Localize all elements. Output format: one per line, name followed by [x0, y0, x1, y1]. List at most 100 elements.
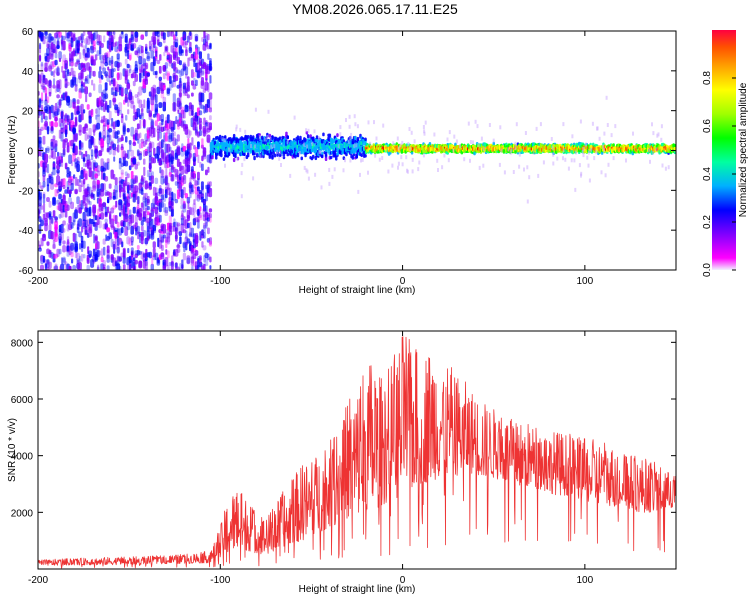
spectrogram-cell: [107, 104, 110, 113]
spectrogram-cell: [62, 54, 66, 62]
spectrogram-cell: [119, 265, 122, 270]
spectrogram-cell: [130, 214, 135, 224]
spectrogram-cell: [44, 162, 48, 168]
spectrogram-cell: [85, 94, 88, 103]
spectrogram-cell: [66, 142, 70, 147]
spectrogram-cell: [50, 217, 54, 225]
spectrogram-cell: [106, 161, 110, 170]
spectrogram-cell: [106, 245, 110, 254]
spectrogram-cell: [107, 206, 110, 214]
spectrogram-cell: [50, 104, 54, 114]
spectrogram-cell: [101, 74, 104, 80]
spectrogram-cell: [105, 100, 108, 110]
spectrogram-cell: [40, 32, 44, 39]
spectrogram-cell: [64, 78, 68, 89]
spectrogram-cell: [54, 265, 58, 270]
spectrogram-cell: [86, 74, 90, 84]
spectrogram-cell: [175, 233, 178, 242]
spectrogram-cell: [188, 47, 193, 54]
spectrogram-cell: [54, 117, 58, 122]
spectrogram-cell: [329, 155, 333, 160]
spectrogram-cell: [92, 59, 96, 66]
spectrogram-cell: [64, 138, 68, 143]
spectrogram-cell: [90, 149, 94, 157]
spectrogram-cell: [70, 112, 74, 121]
spectrogram-cell: [124, 58, 128, 65]
spectrogram-cell: [38, 140, 42, 149]
spectrogram-cell: [103, 115, 106, 123]
spectrogram-cell: [49, 218, 52, 225]
spectrogram-cell: [90, 45, 95, 51]
spectrogram-cell: [189, 142, 192, 151]
spectrogram-cell: [132, 158, 137, 165]
spectrogram-cell: [138, 153, 142, 161]
spectrogram-cell: [193, 58, 196, 68]
spectrogram-cell: [141, 103, 144, 112]
spectrogram-cell: [191, 166, 194, 173]
spectrogram-cell: [148, 113, 153, 121]
spectrogram-cell: [40, 32, 44, 42]
spectrogram-cell: [158, 65, 162, 74]
spectrogram-cell: [116, 130, 120, 135]
spectrogram-cell: [191, 184, 194, 193]
spectrogram-cell: [208, 240, 212, 247]
spectrogram-cell: [88, 208, 92, 214]
spectrogram-cell: [72, 152, 76, 162]
spectrogram-cell: [59, 88, 62, 94]
spectrogram-cell: [104, 102, 108, 111]
spectrogram-cell: [194, 53, 199, 60]
spectrogram-cell: [89, 71, 92, 79]
spectrogram-cell: [187, 81, 190, 92]
spectrogram-cell: [150, 141, 155, 149]
spectrogram-cell: [68, 31, 72, 37]
spectrogram-cell: [74, 77, 78, 87]
spectrogram-cell: [192, 72, 196, 78]
spectrogram-cell: [52, 243, 56, 250]
spectrogram-cell: [38, 224, 42, 234]
spectrogram-cell: [136, 161, 140, 166]
spectrogram-cell: [78, 243, 82, 250]
spectrogram-cell: [108, 196, 112, 201]
spectrogram-cell: [198, 51, 202, 60]
spectrogram-cell: [48, 80, 52, 89]
spectrogram-cell: [193, 170, 196, 179]
spectrogram-cell: [99, 250, 102, 256]
spectrogram-cell: [152, 157, 156, 164]
spectrogram-cell: [108, 232, 112, 240]
spectrogram-cell: [58, 248, 62, 255]
spectrogram-cell: [120, 31, 124, 39]
spectrogram-cell: [50, 176, 54, 185]
spectrogram-cell: [106, 227, 110, 233]
spectrogram-cell: [64, 60, 68, 70]
spectrogram-cell: [76, 160, 80, 165]
spectrogram-cell: [62, 228, 66, 233]
spectrogram-cell: [180, 151, 185, 157]
spectrogram-cell: [62, 40, 66, 51]
spectrogram-cell: [49, 213, 51, 218]
spectrogram-cell: [82, 240, 86, 249]
spectrogram-cell: [76, 179, 80, 186]
spectrogram-cell: [154, 177, 159, 184]
spectrogram-cell: [72, 48, 76, 56]
spectrogram-cell: [234, 154, 237, 159]
spectrogram-cell: [78, 90, 82, 99]
spectrogram-cell: [76, 252, 80, 261]
spectrogram-cell: [201, 163, 204, 171]
spectrogram-cell: [97, 264, 100, 270]
spectrogram-cell: [60, 127, 64, 134]
spectrogram-cell: [216, 152, 219, 156]
spectrogram-cell: [82, 254, 86, 259]
spectrogram-cell: [72, 133, 76, 142]
spectrogram-cell: [110, 207, 115, 214]
spectrogram-cell: [112, 121, 116, 130]
spectrogram-cell: [50, 71, 54, 76]
spectrogram-cell: [255, 153, 259, 158]
spectrogram-cell: [143, 158, 146, 165]
spectrogram-cell: [174, 42, 178, 48]
spectrogram-cell: [104, 54, 108, 63]
spectrogram-cell: [207, 82, 210, 93]
spectrogram-cell: [164, 45, 169, 53]
spectrogram-cell: [48, 261, 52, 270]
spectrogram-cell: [209, 256, 212, 263]
